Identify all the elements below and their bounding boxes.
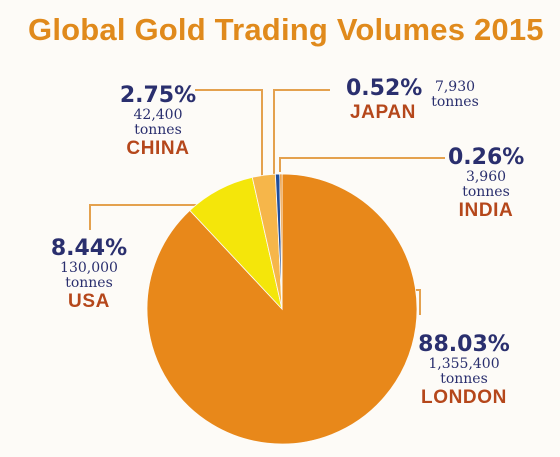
slice-percent-london: 88.03% xyxy=(418,332,510,357)
leader-line-china xyxy=(195,89,263,177)
slice-country-japan: JAPAN xyxy=(350,102,416,123)
slice-label-usa: 8.44% 130,000 tonnes USA xyxy=(46,236,132,312)
slice-country-japan-wrap: JAPAN xyxy=(350,102,416,124)
pie-slices xyxy=(146,173,418,445)
slice-percent-china: 2.75% xyxy=(119,83,197,108)
slice-country-london: LONDON xyxy=(421,386,507,408)
leader-line-india xyxy=(279,157,445,172)
slice-tonnes-japan: 7,930 xyxy=(434,79,476,95)
chart-title: Global Gold Trading Volumes 2015 xyxy=(28,12,544,47)
slice-tonnes-london: 1,355,400 xyxy=(428,356,500,373)
slice-tonnes-india: 3,960 xyxy=(465,169,507,186)
slice-percent-usa: 8.44% xyxy=(50,236,128,261)
slice-country-china: CHINA xyxy=(126,137,190,159)
slice-tonnes-china: 42,400 xyxy=(133,107,183,124)
slice-percent-india: 0.26% xyxy=(448,145,525,170)
slice-unit-usa: tonnes xyxy=(65,274,113,291)
slice-label-china: 2.75% 42,400 tonnes CHINA xyxy=(118,83,198,159)
slice-unit-india: tonnes xyxy=(462,183,510,200)
slice-percent-japan: 0.52% xyxy=(346,76,423,101)
slice-country-usa: USA xyxy=(68,290,110,312)
slice-unit-japan: tonnes xyxy=(431,93,479,110)
slice-label-japan: 0.52% xyxy=(346,76,423,101)
slice-unit-china: tonnes xyxy=(134,121,182,138)
pie-slice-india xyxy=(279,173,283,310)
slice-country-india: INDIA xyxy=(458,199,514,221)
slice-label-london: 88.03% 1,355,400 tonnes LONDON xyxy=(414,332,514,408)
slice-label-india: 0.26% 3,960 tonnes INDIA xyxy=(448,145,525,221)
leader-line-japan xyxy=(273,89,330,174)
slice-tonnes-usa: 130,000 xyxy=(60,260,118,277)
slice-tonnes-block-japan: 7,930 tonnes xyxy=(420,80,490,109)
slice-unit-london: tonnes xyxy=(440,370,488,387)
